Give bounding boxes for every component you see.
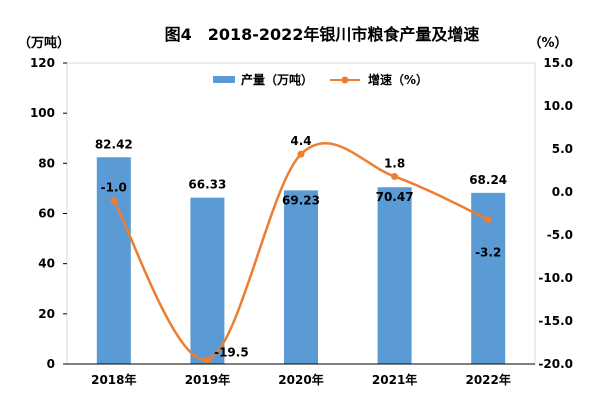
x-axis: 2018年 2019年 2020年 2021年 2022年 [91,372,511,387]
bar-value-label: 70.47 [376,190,414,204]
right-tick-label: 15.0 [543,56,573,70]
left-tick-label: 120 [30,56,55,70]
x-tick-label: 2021年 [372,372,417,387]
right-tick-label: -10.0 [538,271,573,285]
right-axis: -20.0 -15.0 -10.0 -5.0 0.0 5.0 10.0 15.0 [538,56,573,371]
x-tick-label: 2020年 [278,372,323,387]
bar-value-label: 69.23 [282,193,320,207]
growth-point [203,356,211,364]
x-tick-label: 2022年 [465,372,510,387]
right-tick-label: -20.0 [538,357,573,371]
x-tick-label: 2018年 [91,372,136,387]
bar [284,190,318,364]
bar [190,197,225,364]
growth-point [110,197,118,205]
legend: 产量（万吨） 增速（%） [213,72,428,87]
growth-point [484,216,492,224]
bar-series [96,157,506,364]
right-tick-label: 5.0 [552,142,573,156]
right-tick-label: 0.0 [552,185,573,199]
growth-value-label: -3.2 [475,246,501,260]
bar-value-label: 68.24 [469,173,507,187]
left-tick-label: 0 [47,357,55,371]
x-tick-label: 2019年 [185,372,230,387]
left-axis-unit: （万吨） [18,35,70,51]
left-tick-label: 20 [38,307,55,321]
growth-point [297,150,305,158]
bar-labels: 82.42 66.33 69.23 70.47 68.24 [95,137,507,207]
left-axis: 0 20 40 60 80 100 120 [30,56,67,371]
left-tick-label: 100 [30,106,55,120]
left-tick-label: 80 [38,156,55,170]
growth-value-label: 4.4 [290,134,311,148]
bar-value-label: 66.33 [188,178,226,192]
right-tick-label: -15.0 [538,314,573,328]
left-tick-label: 40 [38,257,55,271]
right-axis-unit: （%） [528,35,567,51]
growth-point [391,173,399,181]
right-tick-label: 10.0 [543,99,573,113]
bar-value-label: 82.42 [95,137,133,151]
bar [96,157,131,364]
right-tick-label: -5.0 [547,228,573,242]
line-series [110,141,492,364]
growth-value-label: -1.0 [101,181,127,195]
legend-line-label: 增速（%） [368,72,428,87]
growth-value-label: -19.5 [214,346,249,360]
bar [377,187,412,364]
left-tick-label: 60 [38,207,55,221]
legend-bar-label: 产量（万吨） [241,72,313,87]
growth-value-label: 1.8 [384,157,405,171]
legend-bar-swatch [213,76,235,83]
line-labels: -1.0 -19.5 4.4 1.8 -3.2 [101,134,502,360]
legend-line-marker [341,76,349,84]
growth-line [112,141,489,361]
chart-title: 图4 2018-2022年银川市粮食产量及增速 [165,25,480,44]
